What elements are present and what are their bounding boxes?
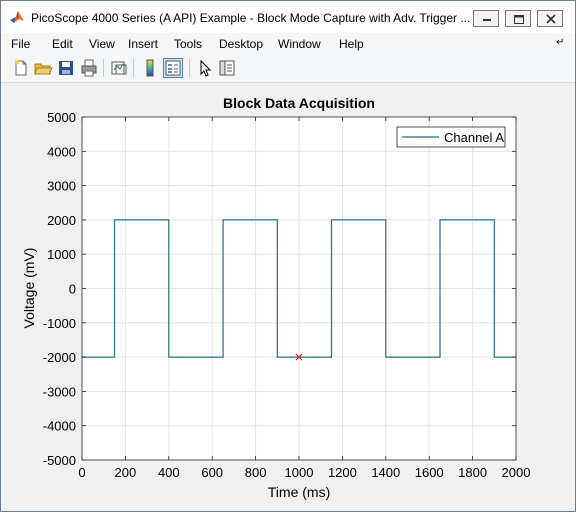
legend-button[interactable] <box>163 58 183 78</box>
title-bar[interactable]: PicoScope 4000 Series (A API) Example - … <box>1 1 575 33</box>
colorbar-button[interactable] <box>140 58 160 78</box>
x-tick-label: 1800 <box>458 465 487 480</box>
pointer-button[interactable] <box>195 58 215 78</box>
menu-desktop[interactable]: Desktop <box>219 37 264 51</box>
x-tick-label: 1400 <box>371 465 400 480</box>
y-tick-label: 0 <box>69 282 76 297</box>
x-tick-label: 1600 <box>415 465 444 480</box>
trigger-marker <box>295 353 303 361</box>
x-tick-label: 1000 <box>285 465 314 480</box>
y-tick-label: -1000 <box>43 316 76 331</box>
figure-canvas[interactable]: 0 200 400 600 800 1000 1200 1400 1600 1800 2000 50… <box>9 85 569 505</box>
link-plot-button[interactable] <box>109 58 129 78</box>
legend-box <box>396 126 506 148</box>
y-tick-label: 1000 <box>47 247 76 262</box>
legend[interactable]: Channel A <box>396 126 506 148</box>
y-tick-label: -5000 <box>43 453 76 468</box>
toolbar-separator <box>189 59 190 77</box>
open-file-icon <box>34 63 53 75</box>
chart-title: Block Data Acquisition <box>223 95 375 111</box>
x-tick-label: 0 <box>78 465 85 480</box>
y-tick-label: 4000 <box>47 144 76 159</box>
x-tick-labels: 0 200 400 600 800 1000 1200 1400 1600 1800 2000 <box>78 465 530 480</box>
x-tick-label: 600 <box>201 465 223 480</box>
menu-window[interactable]: Window <box>278 37 321 51</box>
x-axis-label: Time (ms) <box>268 484 330 500</box>
toolbar-separator <box>103 59 104 77</box>
axis-ticks <box>81 116 517 461</box>
menu-file[interactable]: File <box>11 37 31 51</box>
y-tick-label: 5000 <box>47 110 76 125</box>
window-title: PicoScope 4000 Series (A API) Example - … <box>31 11 471 25</box>
y-tick-label: -2000 <box>43 350 76 365</box>
colorbar-icon <box>146 59 154 77</box>
series-line-channel-a <box>82 219 516 358</box>
legend-icon <box>165 60 181 76</box>
maximize-button[interactable] <box>505 10 531 27</box>
x-tick-label: 1200 <box>328 465 357 480</box>
save-button[interactable] <box>56 58 76 78</box>
menu-insert[interactable]: Insert <box>128 37 159 51</box>
menu-edit[interactable]: Edit <box>52 37 73 51</box>
matlab-logo-icon <box>10 11 24 23</box>
maximize-icon <box>514 15 524 24</box>
new-figure-button[interactable] <box>11 58 31 78</box>
menu-bar: File Edit View Insert Tools Desktop Wind… <box>1 33 575 55</box>
x-tick-label: 800 <box>245 465 267 480</box>
link-plot-icon <box>111 61 127 75</box>
x-tick-label: 200 <box>115 465 137 480</box>
series-lines <box>82 219 516 361</box>
pointer-icon <box>200 59 212 77</box>
dock-arrow-icon[interactable]: ↵ <box>556 37 565 48</box>
property-editor-button[interactable] <box>217 58 237 78</box>
menu-tools[interactable]: Tools <box>174 37 203 51</box>
y-tick-label: 3000 <box>47 179 76 194</box>
y-axis-label: Voltage (mV) <box>21 248 37 329</box>
y-tick-label: 2000 <box>47 213 76 228</box>
figure-toolbar <box>1 55 575 83</box>
minimize-button[interactable] <box>473 10 499 27</box>
print-button[interactable] <box>79 58 99 78</box>
menu-help[interactable]: Help <box>339 37 364 51</box>
property-editor-icon <box>219 60 235 76</box>
save-icon <box>59 61 73 75</box>
plot-area[interactable]: 0 200 400 600 800 1000 1200 1400 1600 1800 2000 50… <box>9 85 569 505</box>
y-tick-label: -3000 <box>43 384 76 399</box>
x-tick-label: 400 <box>158 465 180 480</box>
legend-entry: Channel A <box>444 130 504 145</box>
close-button[interactable] <box>537 10 563 27</box>
minimize-icon <box>483 19 491 21</box>
menu-view[interactable]: View <box>89 37 115 51</box>
close-icon <box>546 14 556 24</box>
y-tick-label: -4000 <box>43 419 76 434</box>
print-icon <box>81 59 97 77</box>
new-figure-icon <box>15 60 27 76</box>
toolbar-separator <box>133 59 134 77</box>
open-file-button[interactable] <box>33 58 53 78</box>
x-tick-label: 2000 <box>502 465 531 480</box>
y-tick-labels: 5000 4000 3000 2000 1000 0 -1000 -2000 -3000 -400… <box>43 110 76 468</box>
